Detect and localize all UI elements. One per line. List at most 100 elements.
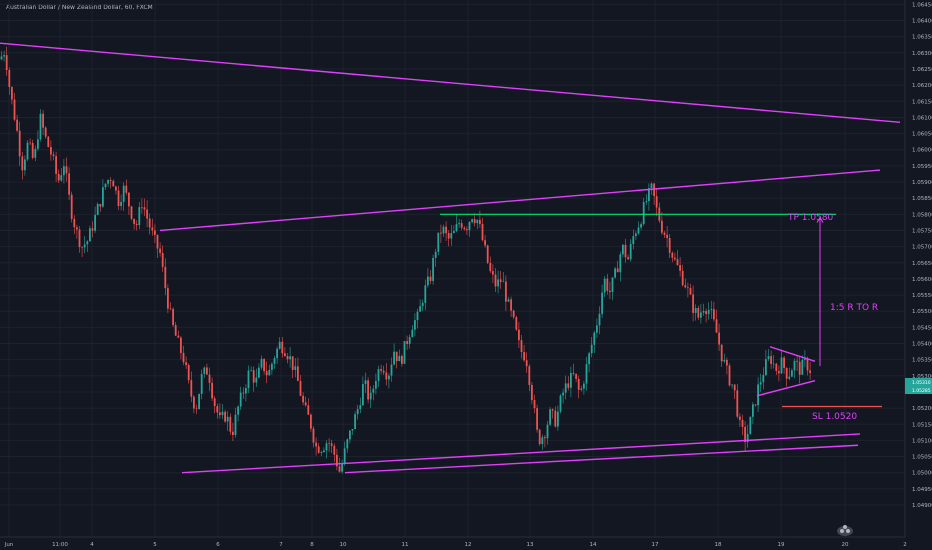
candle-body — [653, 183, 655, 197]
candle-body — [627, 257, 629, 260]
candle-body — [466, 229, 468, 231]
candle-body — [78, 229, 81, 248]
candle-body — [702, 311, 705, 313]
price-axis[interactable]: 1.06450 1.06400 1.06350 1.06300 1.06250 1.062… — [904, 0, 932, 540]
candle-body — [497, 279, 499, 287]
sl-label: SL 1.0520 — [812, 412, 857, 422]
candle-body — [593, 332, 596, 345]
candle-body — [419, 306, 421, 312]
price-tag-secondary: 1.05285 — [905, 386, 932, 394]
candle-body — [645, 201, 648, 203]
candle-body — [481, 224, 484, 241]
candle-body — [538, 429, 541, 445]
candle-body — [804, 358, 806, 360]
candles — [0, 46, 811, 474]
x-tick-label: 14 — [590, 542, 597, 548]
candle-body — [39, 113, 42, 140]
candle-body — [146, 209, 148, 219]
candle-body — [96, 204, 99, 215]
candle-body — [551, 409, 554, 411]
candle-body — [263, 358, 265, 372]
candle-body — [486, 245, 489, 263]
candle-body — [762, 375, 765, 383]
time-axis[interactable]: Jun 11:00 4 5 6 7 8 10 11 12 13 14 17 18 19 20 2 — [0, 536, 932, 550]
candle-body — [684, 285, 687, 288]
candle-body — [408, 337, 411, 344]
candle-body — [177, 335, 180, 338]
candle-body — [473, 219, 476, 224]
candle-body — [614, 268, 616, 278]
candle-body — [328, 443, 330, 444]
candle-body — [395, 351, 398, 362]
candle-body — [325, 443, 328, 451]
candle-body — [229, 416, 232, 432]
candle-body — [130, 206, 133, 219]
candle-body — [476, 219, 479, 224]
candle-body — [518, 329, 520, 341]
candle-body — [390, 364, 393, 376]
candle-body — [377, 369, 380, 382]
candle-body — [507, 299, 510, 302]
candle-body — [570, 372, 572, 388]
candle-body — [304, 402, 307, 406]
price-tag-last-text: 1.05310 — [912, 380, 931, 386]
candle-body — [89, 228, 91, 242]
candle-body — [705, 311, 707, 315]
candle-body — [65, 166, 68, 174]
y-tick-label: 1.05750 — [912, 228, 932, 234]
candle-body — [286, 356, 289, 360]
candle-body — [424, 285, 427, 303]
candle-body — [151, 227, 154, 231]
candle-body — [50, 146, 52, 155]
candle-body — [172, 308, 174, 326]
candle-body — [167, 288, 169, 309]
candle-body — [117, 190, 120, 207]
candle-body — [801, 359, 804, 375]
y-tick-label: 1.05650 — [912, 261, 932, 267]
candle-body — [265, 371, 268, 376]
candle-body — [388, 375, 390, 380]
candle-body — [122, 185, 125, 202]
candle-body — [416, 311, 419, 321]
x-tick-label: 10 — [340, 542, 347, 548]
y-tick-label: 1.05700 — [912, 245, 932, 251]
y-tick-label: 1.05850 — [912, 196, 932, 202]
candle-body — [401, 356, 403, 364]
candle-body — [406, 341, 408, 344]
x-tick-label: 2 — [903, 542, 907, 548]
x-tick-label: 11:00 — [52, 542, 68, 548]
y-tick-label: 1.04900 — [912, 503, 932, 509]
y-tick-label: 1.06350 — [912, 35, 932, 41]
x-tick-label: 13 — [527, 542, 534, 548]
candle-body — [749, 416, 752, 435]
candle-body — [182, 352, 185, 363]
y-tick-label: 1.05000 — [912, 471, 932, 477]
candle-body — [141, 207, 143, 208]
candle-body — [138, 207, 141, 226]
candle-body — [437, 232, 440, 252]
candle-body — [21, 156, 24, 171]
candle-body — [104, 183, 107, 188]
candle-body — [770, 356, 772, 364]
y-tick-label: 1.06200 — [912, 83, 932, 89]
candle-body — [68, 173, 70, 195]
candle-body — [676, 259, 679, 265]
y-tick-label: 1.05100 — [912, 438, 932, 444]
candle-body — [767, 356, 770, 360]
candle-body — [583, 383, 585, 389]
y-tick-label: 1.05950 — [912, 164, 932, 170]
price-axis-bg — [905, 0, 932, 540]
candle-body — [510, 299, 512, 311]
candle-body — [697, 308, 700, 318]
candle-body — [567, 383, 570, 388]
candle-body — [273, 358, 276, 364]
candle-body — [216, 406, 219, 413]
candle-body — [559, 395, 562, 412]
candle-body — [479, 219, 481, 225]
x-tick-label: 5 — [153, 542, 157, 548]
candle-body — [453, 231, 455, 233]
candle-body — [94, 214, 96, 231]
y-tick-label: 1.05300 — [912, 374, 932, 380]
candle-body — [29, 142, 31, 144]
